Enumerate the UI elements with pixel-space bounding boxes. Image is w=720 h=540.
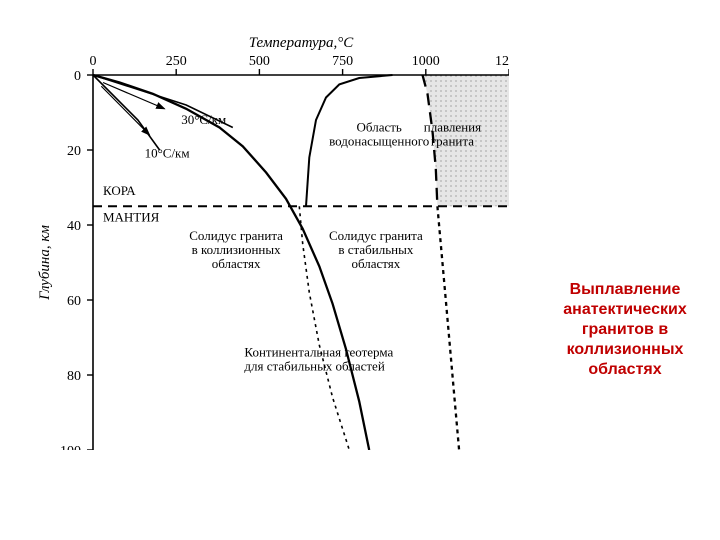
label-solidus-stable: Солидус гранита bbox=[329, 228, 423, 243]
label-melt-region-left: водонасыщенного bbox=[329, 133, 429, 148]
label-10c: 10°С/км bbox=[145, 146, 190, 161]
y-tick-label: 80 bbox=[67, 369, 81, 384]
depth-temperature-chart: 0 250 500 750 1000 1250 Температура,°С 0 20 40 60 8… bbox=[30, 20, 509, 450]
label-solidus-collision: Солидус гранита bbox=[189, 228, 283, 243]
x-tick-label: 750 bbox=[332, 54, 353, 69]
y-tick-label: 60 bbox=[67, 294, 81, 309]
y-tick-label: 100 bbox=[60, 444, 81, 450]
curve-solidus-wet-1 bbox=[437, 206, 459, 450]
x-tick-label: 1250 bbox=[495, 54, 509, 69]
label-crust: КОРА bbox=[103, 183, 136, 198]
gradient-arrow-0 bbox=[101, 86, 149, 135]
label-solidus-stable: областях bbox=[351, 256, 400, 271]
x-tick-label: 250 bbox=[166, 54, 187, 69]
x-axis-title: Температура,°С bbox=[249, 35, 354, 51]
x-tick-label: 1000 bbox=[412, 54, 440, 69]
label-melt-region-right: плавления bbox=[424, 119, 481, 134]
label-geotherm-stable: Континентальная геотерма bbox=[244, 344, 393, 359]
y-axis-title: Глубина, км bbox=[37, 225, 53, 301]
label-solidus-collision: областях bbox=[212, 256, 261, 271]
label-solidus-stable: в стабильных bbox=[338, 242, 413, 257]
chart-container: 0 250 500 750 1000 1250 Температура,°С 0 20 40 60 8… bbox=[30, 20, 509, 455]
x-tick-label: 0 bbox=[90, 54, 97, 69]
y-tick-label: 20 bbox=[67, 144, 81, 159]
y-tick-label: 40 bbox=[67, 219, 81, 234]
x-tick-label: 500 bbox=[249, 54, 270, 69]
label-solidus-collision: в коллизионных bbox=[192, 242, 282, 257]
label-mantle: МАНТИЯ bbox=[103, 209, 160, 224]
label-30c: 30°С/км bbox=[181, 112, 226, 127]
label-melt-region-left: Область bbox=[357, 119, 402, 134]
label-geotherm-stable: для стабильных областей bbox=[244, 358, 384, 373]
y-tick-label: 0 bbox=[74, 69, 81, 84]
figure-caption: Выплавлениеанатектическихгранитов вколли… bbox=[535, 280, 715, 380]
label-melt-region-right: гранита bbox=[431, 133, 474, 148]
